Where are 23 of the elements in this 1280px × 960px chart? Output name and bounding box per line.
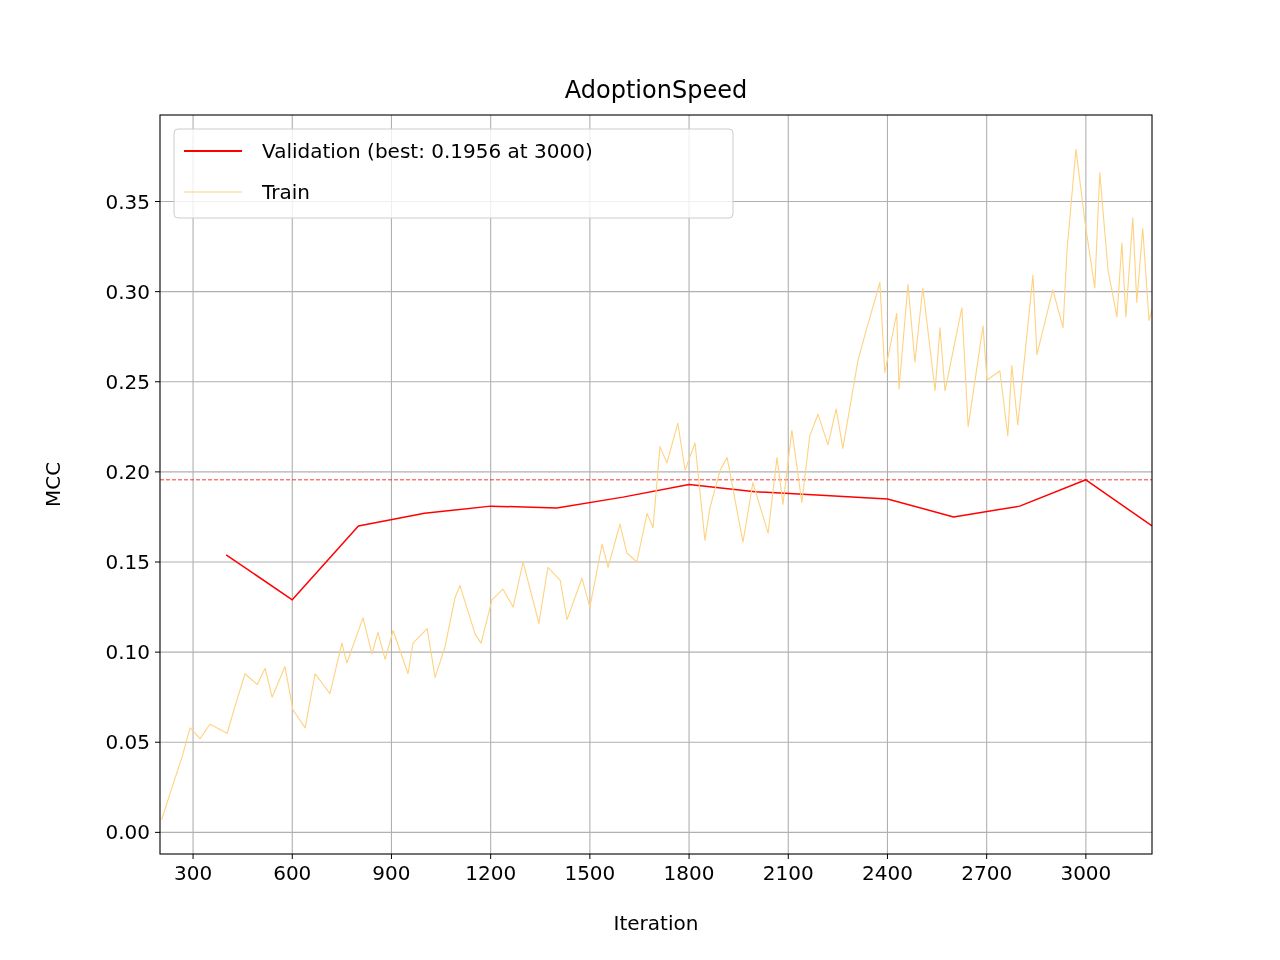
y-tick-label: 0.35	[105, 189, 150, 214]
y-tick-label: 0.20	[105, 459, 150, 484]
y-tick-label: 0.00	[105, 820, 150, 845]
legend-label: Validation (best: 0.1956 at 3000)	[262, 139, 593, 163]
x-tick-label: 3000	[1060, 861, 1112, 885]
y-tick-label: 0.10	[105, 640, 150, 665]
chart-title: AdoptionSpeed	[564, 76, 748, 104]
x-tick-label: 2100	[762, 861, 814, 885]
x-axis-title: Iteration	[613, 911, 699, 935]
x-tick-label: 1800	[663, 861, 715, 885]
y-axis-title: MCC	[41, 461, 65, 508]
x-tick-label: 2400	[862, 861, 913, 885]
x-tick-label: 900	[372, 861, 411, 885]
legend-label: Train	[261, 180, 310, 204]
y-tick-label: 0.25	[105, 369, 150, 394]
x-tick-label: 1200	[465, 861, 517, 885]
x-tick-label: 300	[173, 861, 213, 885]
y-tick-label: 0.15	[105, 550, 150, 574]
x-tick-label: 1500	[564, 861, 616, 885]
x-tick-label: 2700	[961, 861, 1013, 885]
y-tick-label: 0.30	[105, 279, 150, 304]
y-tick-label: 0.05	[105, 730, 150, 755]
x-tick-label: 600	[273, 861, 312, 885]
